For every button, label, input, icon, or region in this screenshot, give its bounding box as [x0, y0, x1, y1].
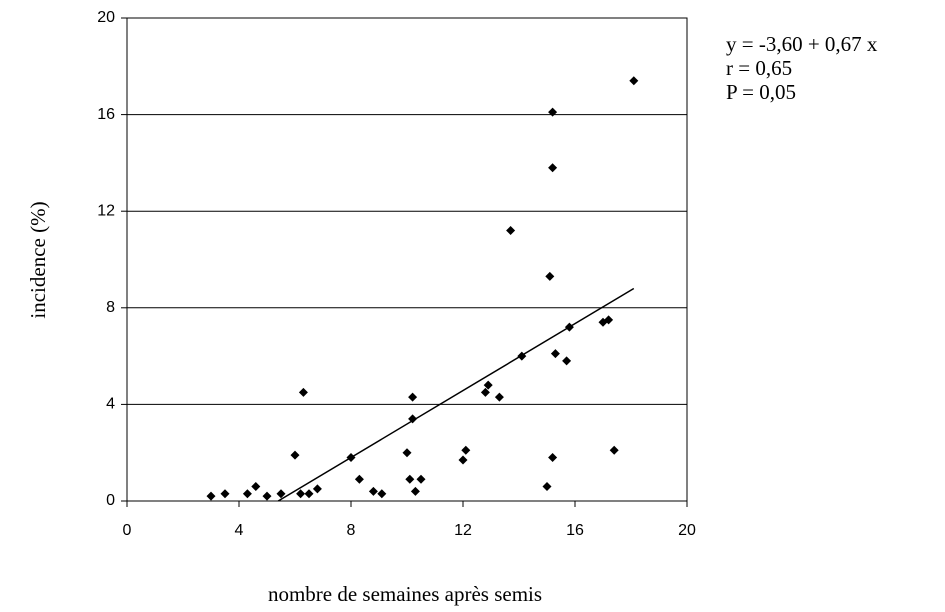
point: [354, 474, 364, 484]
x-tick-label: 4: [235, 522, 244, 539]
point: [483, 380, 493, 390]
point: [494, 392, 504, 402]
point: [220, 489, 230, 499]
point: [298, 387, 308, 397]
y-tick-label: 20: [97, 9, 115, 26]
point: [548, 107, 558, 117]
x-tick-label: 0: [123, 522, 132, 539]
x-axis-label: nombre de semaines après semis: [268, 582, 542, 606]
point: [461, 445, 471, 455]
x-tick-label: 12: [454, 522, 472, 539]
point: [251, 482, 261, 492]
point: [542, 482, 552, 492]
x-tick-label: 8: [347, 522, 356, 539]
point: [242, 489, 252, 499]
plot-frame: [126, 17, 688, 502]
annotation: y = -3,60 + 0,67 x: [726, 32, 878, 56]
point: [402, 448, 412, 458]
point: [562, 356, 572, 366]
point: [296, 489, 306, 499]
point: [262, 491, 272, 501]
point: [480, 387, 490, 397]
point: [408, 392, 418, 402]
y-tick-label: 8: [106, 299, 115, 316]
trend-line: [277, 287, 635, 502]
x-tick-label: 16: [566, 522, 584, 539]
point: [609, 445, 619, 455]
point: [604, 315, 614, 325]
point: [550, 349, 560, 359]
point: [405, 474, 415, 484]
point: [304, 489, 314, 499]
annotation: r = 0,65: [726, 56, 792, 80]
point: [545, 271, 555, 281]
point: [368, 486, 378, 496]
point: [290, 450, 300, 460]
point: [548, 163, 558, 173]
point: [408, 414, 418, 424]
annotation: P = 0,05: [726, 80, 796, 104]
point: [377, 489, 387, 499]
point: [410, 486, 420, 496]
y-tick-label: 0: [106, 492, 115, 509]
point: [312, 484, 322, 494]
point: [548, 453, 558, 463]
point: [506, 226, 516, 236]
point: [458, 455, 468, 465]
y-tick-label: 12: [97, 202, 115, 219]
point: [416, 474, 426, 484]
y-axis-label: incidence (%): [26, 201, 50, 318]
point: [629, 76, 639, 86]
y-tick-label: 16: [97, 106, 115, 123]
point: [276, 489, 286, 499]
y-tick-label: 4: [106, 396, 115, 413]
point: [206, 491, 216, 501]
x-tick-label: 20: [678, 522, 696, 539]
